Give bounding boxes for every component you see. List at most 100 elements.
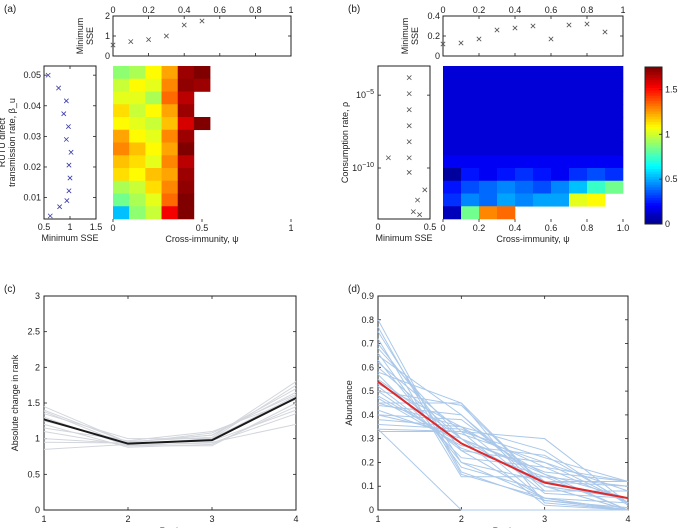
- heatmap-cell: [569, 168, 588, 182]
- xtick-label-a-main: 1: [288, 223, 293, 233]
- panel-label-c: (c): [4, 284, 16, 295]
- heatmap-cell: [177, 66, 195, 80]
- heatmap-cell: [145, 66, 162, 80]
- ytick-label-d: 0.7: [361, 339, 374, 349]
- heatmap-cell: [161, 206, 179, 220]
- data-point: [494, 27, 500, 33]
- colorbar-segment: [645, 163, 662, 167]
- data-point: [406, 139, 412, 145]
- ytick-label-c: 3: [35, 291, 40, 301]
- heatmap-cell: [443, 180, 462, 194]
- heatmap-cell: [443, 129, 462, 143]
- heatmap-cell: [443, 168, 462, 182]
- colorbar-segment: [645, 210, 662, 215]
- colorbar-segment: [645, 216, 662, 220]
- xtick-label-c: 4: [293, 514, 298, 524]
- heatmap-cell: [129, 142, 146, 156]
- colorbar-segment: [645, 135, 662, 139]
- heatmap-cell: [113, 78, 130, 92]
- heatmap-cell: [533, 168, 552, 182]
- colorbar-segment: [645, 221, 662, 225]
- colorbar-segment: [645, 184, 662, 188]
- data-point: [406, 123, 412, 129]
- heatmap-cell: [129, 168, 146, 182]
- heatmap-cell: [177, 104, 195, 118]
- xlabel-b-main: Cross-immunity, ψ: [496, 234, 569, 244]
- heatmap-cell: [551, 142, 570, 156]
- xtick-label-c: 1: [41, 514, 46, 524]
- colorbar-segment: [645, 90, 662, 94]
- colorbar-segment: [645, 69, 662, 73]
- data-point: [66, 188, 72, 194]
- colorbar-segment: [645, 98, 662, 102]
- series-line-mean: [377, 380, 629, 500]
- data-point: [146, 37, 152, 43]
- xtick-label-b-top: 0.4: [509, 5, 522, 15]
- colorbar-segment: [645, 161, 662, 165]
- colorbar-segment: [645, 111, 662, 115]
- xtick-label-b-top: 0.8: [581, 5, 594, 15]
- heatmap-cell: [551, 91, 570, 105]
- colorbar-segment: [645, 187, 662, 191]
- heatmap-cell: [479, 180, 498, 194]
- colorbar-segment: [645, 101, 662, 105]
- heatmap-cell: [515, 180, 534, 194]
- heatmap-cell: [443, 104, 462, 118]
- axes-a-left: [43, 65, 97, 220]
- colorbar-segment: [645, 132, 662, 136]
- ytick-label-a-top: 2: [105, 11, 110, 21]
- heatmap-cell: [587, 91, 606, 105]
- heatmap-cell: [443, 66, 462, 80]
- colorbar-segment: [645, 158, 662, 162]
- heatmap-cell: [145, 155, 162, 169]
- colorbar-segment: [645, 93, 662, 97]
- heatmap-cell: [113, 66, 130, 80]
- heatmap-cell: [551, 180, 570, 194]
- data-point: [61, 111, 67, 117]
- ytick-label-d: 0.2: [361, 457, 374, 467]
- series-line-replicate: [377, 362, 629, 509]
- ytick-label-c: 1.5: [27, 398, 40, 408]
- ytick-label-a-left: 0.04: [23, 101, 41, 111]
- data-point: [512, 25, 518, 31]
- colorbar-segment: [645, 80, 662, 84]
- ytick-label-d: 0.5: [361, 386, 374, 396]
- ytick-label-d: 0: [369, 505, 374, 515]
- heatmap-cell: [461, 66, 480, 80]
- heatmap-cell: [461, 142, 480, 156]
- ytick-label-b-top: 0: [435, 51, 440, 61]
- heatmap-cell: [533, 91, 552, 105]
- colorbar-segment: [645, 129, 662, 133]
- heatmap-cell: [605, 104, 624, 118]
- heatmap-cell: [551, 193, 570, 207]
- heatmap-cell: [177, 155, 195, 169]
- xtick-label-b-main: 0.4: [509, 223, 522, 233]
- heatmap-cell: [605, 91, 624, 105]
- heatmap-cell: [461, 117, 480, 131]
- heatmap-cell: [461, 129, 480, 143]
- heatmap-cell: [461, 206, 480, 220]
- heatmap-cell: [605, 66, 624, 80]
- heatmap-cell: [113, 168, 130, 182]
- data-point: [63, 98, 69, 104]
- heatmap-cell: [161, 155, 179, 169]
- xtick-label-a-top: 1: [288, 5, 293, 15]
- heatmap-cell: [479, 206, 498, 220]
- data-point: [406, 155, 412, 161]
- heatmap-cell: [193, 78, 211, 92]
- heatmap-cell: [145, 168, 162, 182]
- xtick-label-d: 1: [375, 514, 380, 524]
- ytick-label-d: 0.6: [361, 362, 374, 372]
- ytick-label-c: 0: [35, 505, 40, 515]
- heatmap-cell: [113, 180, 130, 194]
- colorbar-segment: [645, 200, 662, 204]
- colorbar-tick-label: 1.5: [665, 84, 678, 94]
- heatmap-cell: [461, 155, 480, 169]
- data-point: [65, 124, 71, 130]
- heatmap-cell: [587, 129, 606, 143]
- heatmap-cell: [129, 180, 146, 194]
- heatmap-cell: [497, 180, 516, 194]
- ytick-label-b-left: 10−10: [352, 162, 374, 173]
- xlabel-c: Rank: [159, 526, 181, 528]
- heatmap-cell: [145, 193, 162, 207]
